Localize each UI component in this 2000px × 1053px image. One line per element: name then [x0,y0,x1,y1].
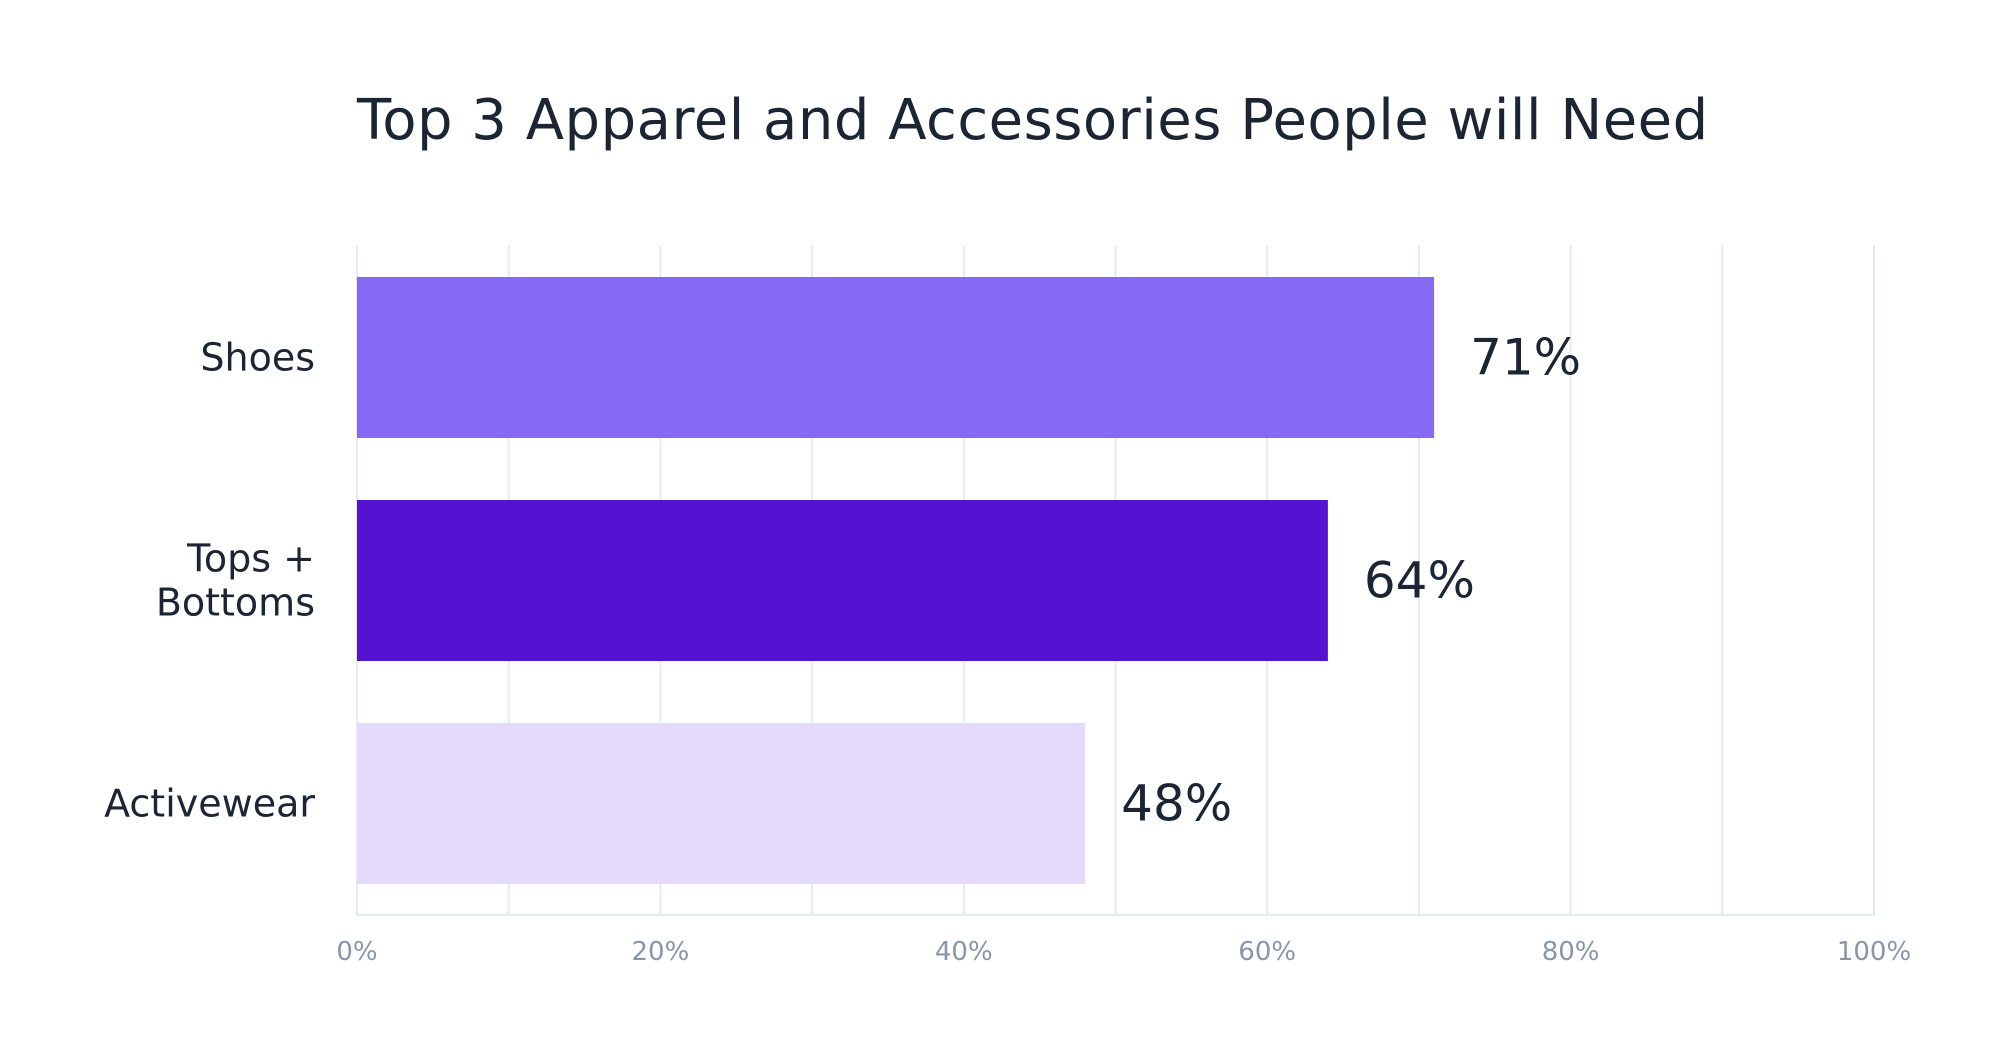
bar [357,500,1328,661]
category-label: Activewear [104,782,315,826]
bars [357,277,1435,884]
x-tick-label: 80% [1542,937,1600,967]
category-labels: Shoes Tops +Bottoms Activewear [104,336,315,826]
data-label: 64% [1364,552,1475,610]
data-label: 71% [1470,329,1581,387]
value-labels: 71% 64% 48% [1121,329,1581,833]
x-axis-tick-labels: 0% 20% 40% 60% 80% 100% [336,937,1911,967]
category-label: Bottoms [156,581,315,625]
x-tick-label: 0% [336,937,377,967]
bar [357,277,1435,438]
x-tick-label: 20% [632,937,690,967]
x-tick-label: 100% [1837,937,1911,967]
category-label: Tops + [186,537,315,581]
bar [357,723,1086,884]
data-label: 48% [1121,775,1232,833]
x-tick-label: 60% [1238,937,1296,967]
chart-title: Top 3 Apparel and Accessories People wil… [357,88,1709,153]
x-tick-label: 40% [935,937,993,967]
category-label: Shoes [200,336,315,380]
